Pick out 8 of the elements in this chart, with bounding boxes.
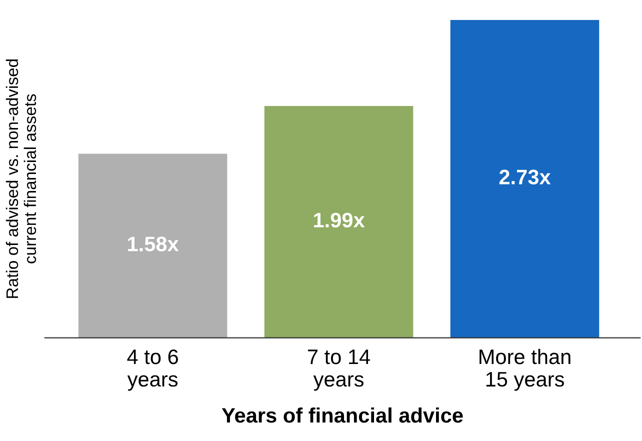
x-axis-title: Years of financial advice	[222, 407, 463, 423]
x-tick-label: 7 to 14 years	[308, 350, 370, 391]
data-label: 2.73x	[499, 170, 551, 184]
x-tick-label: 4 to 6 years	[127, 349, 178, 391]
data-label: 1.58x	[128, 236, 179, 252]
data-label: 1.99x	[314, 212, 365, 228]
x-tick-label: More than 15 years	[480, 348, 570, 391]
y-axis-title: Ratio of advised vs. non-advised current financial assets	[6, 59, 36, 298]
